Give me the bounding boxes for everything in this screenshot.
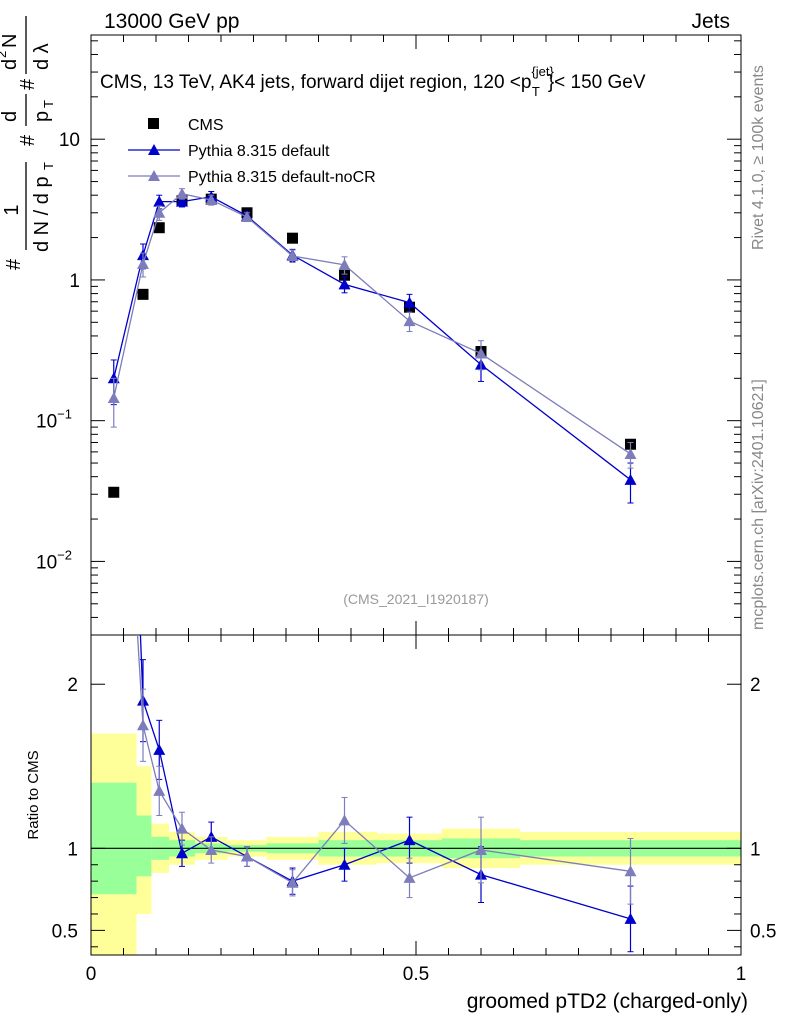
data-point-pythia-nocr [241, 211, 253, 223]
ratio-y-axis-label: Ratio to CMS [25, 750, 42, 839]
main-y-tick-labels: 10−2 10−1 1 10 [36, 130, 80, 573]
data-point-pythia-default [153, 195, 166, 207]
x-axis-label: groomed pTD2 (charged-only) [467, 990, 748, 1013]
ratio-y-tick-label: 1 [67, 839, 78, 860]
series-line-pythia-default [113, 196, 631, 481]
data-point-pythia-nocr [624, 447, 637, 459]
data-point-pythia-nocr [153, 206, 166, 218]
ratio-uncertainty-bands [91, 733, 741, 955]
ratio-point-pythia-nocr [108, 235, 120, 246]
ratio-y-tick-label: 0.5 [52, 921, 78, 942]
ratio-band-green [91, 782, 137, 895]
header-right: Jets [691, 10, 730, 33]
svg-text:d λ: d λ [31, 43, 53, 70]
data-point-pythia-nocr [205, 193, 218, 205]
data-point-pythia-default [338, 278, 351, 290]
legend-entry-pythia-default: Pythia 8.315 default [128, 143, 330, 160]
svg-text:d: d [0, 59, 21, 70]
mcplots-label: mcplots.cern.ch [arXiv:2401.10621] [750, 379, 767, 630]
ratio-point-pythia-nocr [286, 876, 299, 888]
ratio-point-pythia-nocr [153, 784, 166, 796]
ratio-point-pythia-default [176, 847, 188, 859]
data-point-pythia-default [176, 195, 188, 207]
ratio-point-pythia-nocr [403, 871, 416, 883]
ratio-point-pythia-default [338, 858, 351, 870]
main-panel: CMS, 13 TeV, AK4 jets, forward dijet reg… [0, 16, 742, 636]
x-tick-label: 0 [86, 964, 97, 985]
legend-entry-pythia-nocr: Pythia 8.315 default-noCR [128, 169, 376, 186]
ratio-point-pythia-nocr [338, 814, 351, 826]
data-point-cms [153, 222, 165, 234]
main-data-layer [107, 187, 637, 504]
data-point-pythia-nocr [137, 257, 149, 269]
ratio-point-pythia-default [153, 743, 166, 755]
data-point-pythia-nocr [176, 187, 188, 199]
svg-text:d N / d p: d N / d p [31, 176, 53, 252]
svg-text:CMS: CMS [188, 117, 224, 134]
y-tick-label: 10 [59, 130, 80, 151]
x-tick-labels: 0 0.5 1 [86, 964, 747, 985]
data-point-cms [108, 486, 120, 498]
data-point-cms [287, 232, 298, 244]
y-axis-label: # 1 d N / d p T # d p T # d N 2 d λ [0, 16, 56, 270]
x-tick-label: 0.5 [403, 964, 429, 985]
svg-text:Pythia 8.315 default-noCR: Pythia 8.315 default-noCR [188, 169, 376, 186]
data-point-pythia-default [403, 296, 416, 308]
analysis-watermark: (CMS_2021_I1920187) [343, 591, 489, 607]
y-tick-label: 10−2 [36, 547, 72, 573]
ratio-band-green [136, 815, 152, 877]
rivet-version-label: Rivet 4.1.0, ≥ 100k events [750, 65, 767, 250]
svg-text:N: N [0, 34, 21, 48]
data-point-cms [137, 288, 149, 300]
data-point-pythia-nocr [286, 249, 299, 261]
main-axis-ticks [90, 35, 742, 636]
ratio-y-tick-labels: 0.5 1 2 0.5 1 2 [52, 675, 777, 942]
ratio-frame [90, 634, 742, 956]
ratio-data-layer [108, 235, 637, 953]
ratio-point-pythia-nocr [137, 719, 149, 731]
ratio-line-pythia-default [139, 635, 631, 920]
svg-text:#: # [17, 78, 39, 90]
ratio-point-pythia-nocr [475, 843, 487, 855]
svg-text:d: d [0, 111, 21, 122]
svg-text:#: # [3, 258, 25, 270]
x-tick-label: 1 [736, 964, 747, 985]
data-point-pythia-nocr [338, 258, 351, 270]
data-point-pythia-nocr [475, 347, 487, 359]
ratio-y-tick-label-right: 1 [750, 839, 761, 860]
data-point-pythia-nocr [107, 391, 120, 403]
svg-text:T: T [41, 100, 56, 108]
svg-text:T: T [41, 162, 56, 170]
svg-text:Pythia 8.315 default: Pythia 8.315 default [188, 143, 330, 160]
header-left: 13000 GeV pp [104, 10, 239, 33]
chart-title: CMS, 13 TeV, AK4 jets, forward dijet reg… [100, 64, 646, 99]
ratio-point-pythia-nocr [176, 822, 188, 834]
ratio-point-pythia-nocr [241, 850, 253, 862]
y-tick-label: 10−1 [36, 407, 72, 433]
ratio-y-tick-label: 2 [67, 675, 78, 696]
ratio-panel: Ratio to CMS 0.5 1 2 0.5 1 2 0 0.5 1 gro… [25, 235, 777, 1013]
svg-text:p: p [31, 111, 53, 122]
svg-text:2: 2 [0, 51, 9, 58]
ratio-line-pythia-nocr [136, 635, 631, 884]
series-line-pythia-nocr [113, 192, 631, 455]
legend-entry-cms: CMS [148, 117, 224, 134]
ratio-y-tick-label-right: 0.5 [750, 921, 776, 942]
ratio-axis-ticks [90, 635, 742, 955]
legend: CMS Pythia 8.315 default Pythia 8.315 de… [128, 117, 376, 186]
ratio-point-pythia-default [624, 912, 637, 924]
ratio-point-pythia-default [403, 834, 416, 846]
svg-text:1: 1 [1, 204, 23, 215]
ratio-y-tick-label-right: 2 [750, 675, 761, 696]
data-point-cms [339, 269, 350, 281]
data-point-pythia-nocr [403, 315, 416, 327]
ratio-point-pythia-nocr [205, 843, 218, 855]
data-point-pythia-default [624, 473, 637, 485]
ratio-point-pythia-nocr [624, 865, 637, 877]
y-tick-label: 1 [69, 271, 80, 292]
svg-text:#: # [17, 134, 39, 146]
